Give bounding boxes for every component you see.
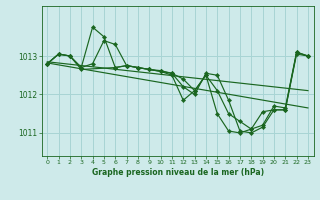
X-axis label: Graphe pression niveau de la mer (hPa): Graphe pression niveau de la mer (hPa): [92, 168, 264, 177]
